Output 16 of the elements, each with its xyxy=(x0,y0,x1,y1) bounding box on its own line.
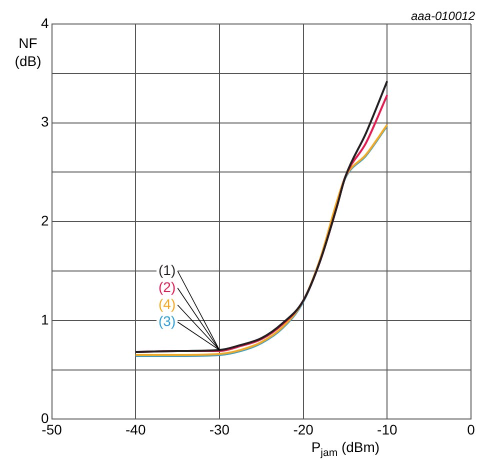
y-axis-title: NF (dB) xyxy=(14,34,42,69)
y-tick-label: 0 xyxy=(40,410,49,426)
y-tick-label: 3 xyxy=(40,114,49,130)
x-tick-label: -30 xyxy=(209,421,230,438)
x-tick-label: 0 xyxy=(467,421,476,438)
y-tick-label: 1 xyxy=(40,311,49,328)
x-tick-label: -20 xyxy=(293,421,314,438)
y-tick-label: 4 xyxy=(40,14,49,31)
series-label: (3) xyxy=(158,312,176,329)
text: (2) xyxy=(158,278,176,295)
text: (1) xyxy=(158,262,176,278)
text: (4) xyxy=(158,296,176,312)
y-tick-label: 2 xyxy=(40,212,49,228)
x-tick-label: -10 xyxy=(377,421,398,438)
text: aaa-010012 xyxy=(410,9,476,23)
x-tick-label: -40 xyxy=(126,421,146,438)
